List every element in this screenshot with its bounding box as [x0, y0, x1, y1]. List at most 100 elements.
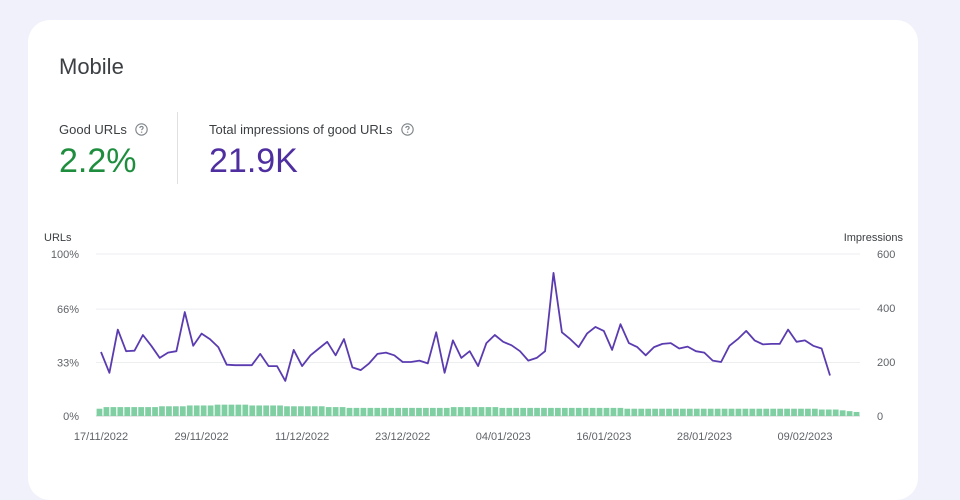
left-axis-tick-label: 33% — [57, 358, 79, 370]
good-urls-bar — [249, 405, 256, 416]
good-urls-bar — [603, 407, 610, 416]
good-urls-bar — [659, 408, 665, 416]
good-urls-bar — [263, 405, 270, 416]
right-axis-tick-label: 0 — [877, 411, 883, 423]
good-urls-bar — [568, 407, 575, 416]
x-axis-tick-label: 29/11/2022 — [174, 431, 228, 443]
right-axis-title: Impressions — [844, 232, 904, 244]
good-urls-bar — [561, 407, 568, 416]
x-axis-tick-label: 04/01/2023 — [476, 431, 531, 443]
good-urls-bar — [631, 408, 638, 416]
good-urls-bar — [777, 408, 783, 416]
good-urls-bar — [450, 407, 457, 416]
good-urls-bar — [166, 406, 172, 416]
good-urls-bar — [589, 407, 596, 416]
impressions-value: 21.9K — [209, 142, 298, 180]
good-urls-bar — [638, 408, 645, 416]
x-axis-tick-label: 17/11/2022 — [74, 431, 128, 443]
good-urls-metric[interactable]: Good URLs 2.2% — [59, 122, 148, 180]
good-urls-bar — [805, 408, 811, 416]
good-urls-bar — [235, 404, 242, 416]
good-urls-bar — [742, 408, 749, 416]
good-urls-bar — [388, 407, 395, 416]
good-urls-bar — [256, 405, 263, 416]
axis-labels: 100% 66% 33% 0% 600 400 200 0 17/11/2022 29/11/20… — [51, 249, 896, 443]
grid-lines — [96, 253, 860, 417]
good-urls-bar — [791, 408, 797, 416]
good-urls-bar — [617, 407, 624, 416]
good-urls-bar — [339, 407, 346, 416]
good-urls-bar — [728, 408, 735, 416]
good-urls-bar — [534, 407, 540, 416]
good-urls-bar — [131, 407, 138, 416]
good-urls-bar — [763, 408, 770, 416]
good-urls-bar — [311, 406, 318, 416]
good-urls-bar — [318, 406, 325, 416]
card-title: Mobile — [59, 54, 124, 79]
good-urls-bar — [457, 407, 464, 416]
help-circle-icon[interactable] — [400, 123, 414, 136]
impressions-metric[interactable]: Total impressions of good URLs 21.9K — [209, 122, 414, 180]
good-urls-bar — [298, 406, 304, 416]
good-urls-bar — [686, 408, 693, 416]
good-urls-bar — [666, 408, 672, 416]
impressions-label: Total impressions of good URLs — [209, 122, 393, 137]
impressions-line-layer — [100, 271, 831, 382]
good-urls-bar — [159, 406, 165, 416]
good-urls-bar — [332, 407, 339, 416]
good-urls-bar — [353, 407, 360, 416]
good-urls-bar — [423, 407, 429, 416]
urls-impressions-chart: URLs Impressions 100%66%33%0%60040020001… — [44, 232, 904, 443]
good-urls-bar — [485, 407, 492, 416]
good-urls-bar — [693, 408, 700, 416]
good-urls-bar — [270, 405, 276, 416]
good-urls-bar — [839, 410, 846, 416]
good-urls-bar — [304, 406, 311, 416]
good-urls-bar — [798, 408, 804, 416]
x-axis-tick-label: 28/01/2023 — [677, 431, 732, 443]
help-circle-icon[interactable] — [135, 123, 148, 136]
good-urls-bar — [395, 407, 401, 416]
good-urls-bar — [96, 408, 103, 416]
good-urls-bar — [367, 407, 374, 416]
good-urls-bar — [124, 407, 131, 416]
good-urls-bar — [520, 407, 527, 416]
good-urls-bar — [624, 408, 631, 416]
good-urls-bar — [499, 407, 506, 416]
good-urls-bar — [416, 407, 422, 416]
mobile-report-card: Mobile Good URLs 2.2% Total impressions … — [28, 20, 918, 500]
good-urls-bar — [145, 407, 151, 416]
good-urls-bar — [374, 407, 381, 416]
good-urls-bar — [214, 404, 221, 416]
impressions-label-row: Total impressions of good URLs — [209, 122, 414, 137]
good-urls-bar — [207, 405, 214, 416]
good-urls-bar — [200, 405, 207, 416]
good-urls-bar — [492, 407, 499, 416]
good-urls-bar — [242, 404, 249, 416]
good-urls-bar — [193, 405, 200, 416]
left-axis-tick-label: 100% — [51, 249, 79, 261]
good-urls-bar — [471, 407, 478, 416]
right-axis-tick-label: 200 — [877, 357, 895, 369]
good-urls-bar — [284, 406, 290, 416]
impressions-line — [100, 271, 831, 382]
good-urls-bar — [749, 408, 756, 416]
good-urls-bar — [735, 408, 742, 416]
good-urls-bar — [825, 409, 832, 416]
good-urls-bar — [110, 407, 117, 416]
good-urls-bar — [277, 405, 283, 416]
good-urls-bar — [527, 407, 533, 416]
good-urls-bar — [464, 407, 471, 416]
good-urls-bar — [673, 408, 679, 416]
right-axis-tick-label: 400 — [877, 303, 895, 315]
good-urls-bar — [770, 408, 777, 416]
good-urls-bar — [291, 406, 297, 416]
good-urls-bar — [429, 407, 436, 416]
good-urls-bar — [680, 408, 686, 416]
good-urls-bar — [756, 408, 763, 416]
good-urls-bar — [846, 411, 853, 416]
good-urls-bar — [555, 407, 561, 416]
good-urls-bar — [221, 404, 228, 416]
x-axis-tick-label: 23/12/2022 — [375, 431, 430, 443]
metric-divider — [177, 112, 178, 184]
